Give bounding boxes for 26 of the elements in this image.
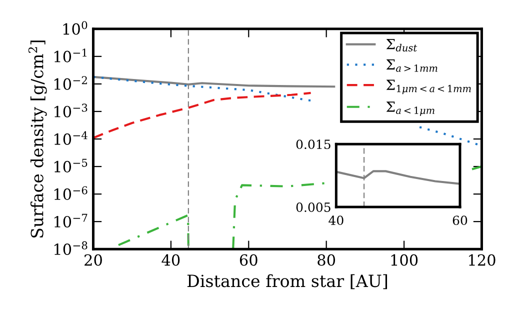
x-tick-label: 60 bbox=[240, 254, 258, 266]
y-tick-label: 10$^{−5}$ bbox=[54, 158, 88, 172]
legend-label: Σ$_{1μm<a<1mm}$ bbox=[386, 80, 471, 94]
y-tick-label: 10$^{−2}$ bbox=[54, 76, 87, 90]
y-tick-label: 0.015 bbox=[296, 140, 330, 150]
x-tick-label: 60 bbox=[452, 216, 468, 226]
y-tick-label: 10$^{−8}$ bbox=[54, 241, 88, 256]
legend-label: Σ$_{a<1μm}$ bbox=[386, 102, 434, 116]
x-tick-label: 120 bbox=[469, 254, 496, 266]
y-axis-title: Surface density [g/cm$^{2}$] bbox=[28, 40, 47, 238]
x-axis-title: Distance from star [AU] bbox=[187, 274, 388, 290]
x-tick-label: 40 bbox=[162, 254, 180, 266]
line-series bbox=[93, 92, 312, 139]
y-tick-label: 10$^{−4}$ bbox=[54, 131, 88, 145]
x-tick-label: 100 bbox=[391, 254, 418, 266]
y-tick-label: 10$^{−1}$ bbox=[54, 48, 86, 62]
y-tick-label: 10$^{−7}$ bbox=[54, 214, 88, 228]
legend-label: Σ$_{a>1mm}$ bbox=[386, 59, 438, 72]
y-tick-label: 10$^{−3}$ bbox=[54, 104, 88, 118]
x-tick-label: 40 bbox=[328, 216, 344, 226]
legend-label: Σ$_{dust}$ bbox=[386, 39, 418, 52]
y-tick-label: 0.005 bbox=[296, 202, 330, 212]
y-tick-label: 10$^{0}$ bbox=[63, 21, 88, 35]
x-tick-label: 80 bbox=[318, 254, 336, 266]
y-tick-label: 10$^{−6}$ bbox=[54, 186, 88, 200]
x-tick-label: 20 bbox=[84, 254, 102, 266]
